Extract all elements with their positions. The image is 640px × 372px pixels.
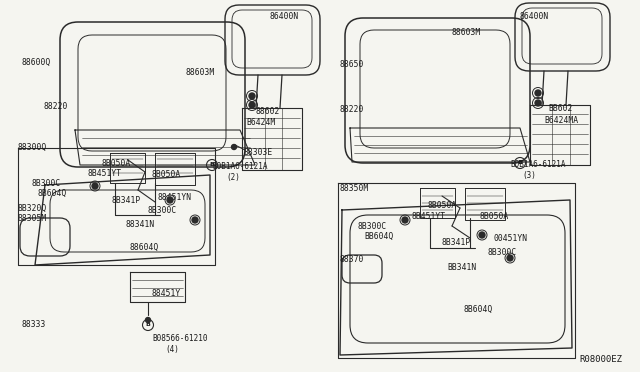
Text: 88604Q: 88604Q xyxy=(130,243,159,252)
Text: 88220: 88220 xyxy=(340,105,364,114)
Circle shape xyxy=(145,317,150,323)
Text: BB602: BB602 xyxy=(548,104,572,113)
Text: 88303E: 88303E xyxy=(244,148,273,157)
Text: 88603M: 88603M xyxy=(185,68,214,77)
Text: 8B451YT: 8B451YT xyxy=(412,212,446,221)
Text: 8B050A: 8B050A xyxy=(102,159,131,168)
Text: 88451YN: 88451YN xyxy=(158,193,192,202)
Text: 00451YN: 00451YN xyxy=(494,234,528,243)
Text: 8B341P: 8B341P xyxy=(112,196,141,205)
Text: 88602: 88602 xyxy=(256,107,280,116)
Text: 88350M: 88350M xyxy=(340,184,369,193)
Text: 8B604Q: 8B604Q xyxy=(37,189,67,198)
Circle shape xyxy=(192,217,198,223)
Circle shape xyxy=(479,232,485,238)
Text: 88333: 88333 xyxy=(22,320,46,329)
Text: R08000EZ: R08000EZ xyxy=(579,355,622,364)
Text: B0B1A6-6121A: B0B1A6-6121A xyxy=(212,162,268,171)
Text: 8B050A: 8B050A xyxy=(428,201,457,210)
Circle shape xyxy=(402,217,408,223)
Text: 86400N: 86400N xyxy=(520,12,549,21)
Text: 8B320Q: 8B320Q xyxy=(18,204,47,213)
Text: B6424M: B6424M xyxy=(246,118,275,127)
Text: 8B341P: 8B341P xyxy=(442,238,471,247)
Text: 8B300C: 8B300C xyxy=(358,222,387,231)
Text: 88220: 88220 xyxy=(44,102,68,111)
Text: 88603M: 88603M xyxy=(452,28,481,37)
Text: (3): (3) xyxy=(522,171,536,180)
Circle shape xyxy=(249,102,255,108)
Circle shape xyxy=(535,90,541,96)
Circle shape xyxy=(249,93,255,99)
Text: BB604Q: BB604Q xyxy=(364,232,393,241)
Text: 8B300C: 8B300C xyxy=(32,179,61,188)
Text: BB341N: BB341N xyxy=(447,263,476,272)
Circle shape xyxy=(232,144,237,150)
Text: 88451Y: 88451Y xyxy=(152,289,181,298)
Text: B6424MA: B6424MA xyxy=(544,116,578,125)
Text: 8B451YT: 8B451YT xyxy=(88,169,122,178)
Text: 86400N: 86400N xyxy=(270,12,300,21)
Text: 88650: 88650 xyxy=(340,60,364,69)
Circle shape xyxy=(535,100,541,106)
Text: 88305M: 88305M xyxy=(18,214,47,223)
Circle shape xyxy=(92,183,98,189)
Text: (4): (4) xyxy=(165,345,179,354)
Text: B08566-61210: B08566-61210 xyxy=(152,334,207,343)
Text: B: B xyxy=(209,163,214,167)
Text: B: B xyxy=(518,160,522,166)
Text: 8B050A: 8B050A xyxy=(480,212,509,221)
Text: 8B300C: 8B300C xyxy=(148,206,177,215)
Text: 88370: 88370 xyxy=(340,255,364,264)
Text: 88300Q: 88300Q xyxy=(18,143,47,152)
Text: 88600Q: 88600Q xyxy=(22,58,51,67)
Text: 8B050A: 8B050A xyxy=(152,170,181,179)
Text: (2): (2) xyxy=(226,173,240,182)
Text: 88341N: 88341N xyxy=(125,220,154,229)
Text: B0B1A6-6121A: B0B1A6-6121A xyxy=(510,160,566,169)
Text: B: B xyxy=(145,323,150,327)
Circle shape xyxy=(167,197,173,203)
Circle shape xyxy=(507,255,513,261)
Text: 8B300C: 8B300C xyxy=(488,248,517,257)
Text: 8B604Q: 8B604Q xyxy=(464,305,493,314)
